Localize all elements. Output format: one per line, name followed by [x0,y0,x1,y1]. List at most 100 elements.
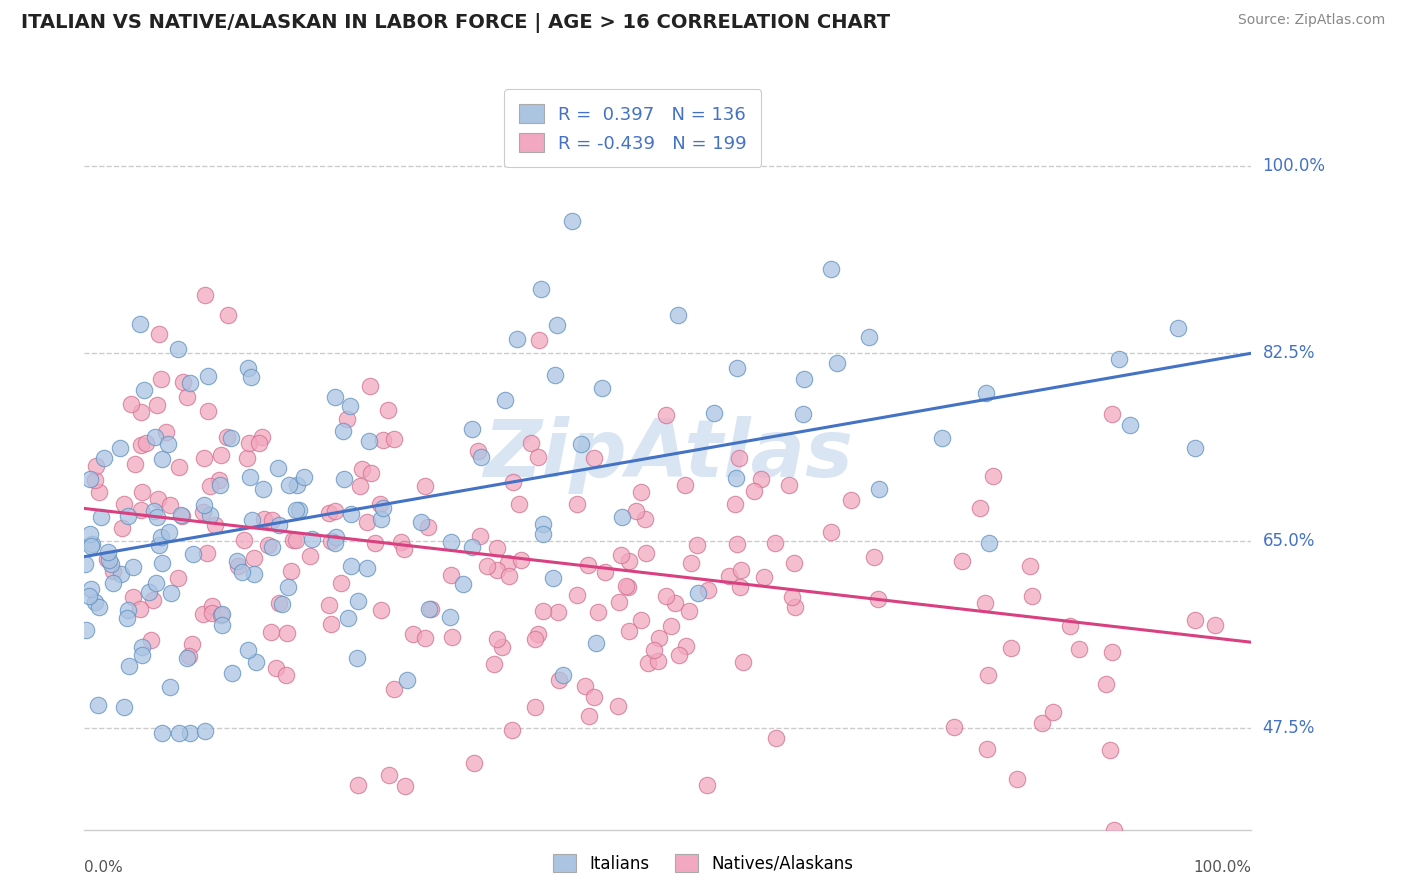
Point [240,513,263,527]
Point [211,618,233,632]
Point [287,503,309,517]
Point [340,507,363,521]
Point [221,431,243,445]
Point [356,515,378,529]
Point [617,554,640,568]
Point [733,655,755,669]
Point [1000,641,1022,656]
Point [209,608,232,623]
Point [382,681,405,696]
Point [191,505,214,519]
Point [569,437,592,451]
Point [582,690,605,705]
Point [159,499,181,513]
Point [131,640,153,655]
Point [333,472,356,486]
Point [225,554,247,568]
Point [820,261,842,276]
Point [148,538,170,552]
Point [217,430,239,444]
Point [839,493,862,508]
Point [176,391,198,405]
Point [728,450,751,465]
Point [617,624,640,638]
Point [86,459,108,474]
Point [501,723,523,737]
Point [502,475,524,490]
Point [686,586,709,600]
Point [531,517,554,532]
Point [236,642,259,657]
Point [80,537,103,551]
Point [1095,677,1118,691]
Point [359,379,381,393]
Point [124,457,146,471]
Point [752,570,775,584]
Point [950,554,973,568]
Point [79,472,101,486]
Point [325,530,347,544]
Point [531,527,554,541]
Point [79,582,101,596]
Point [370,603,392,617]
Point [411,515,433,529]
Point [439,534,461,549]
Point [547,605,569,619]
Point [610,549,633,563]
Point [440,630,463,644]
Point [578,709,600,723]
Point [793,372,815,386]
Point [439,610,461,624]
Point [236,360,259,375]
Point [232,533,254,548]
Point [135,435,157,450]
Point [526,627,548,641]
Point [681,556,703,570]
Point [451,577,474,591]
Point [541,571,564,585]
Point [508,497,530,511]
Point [148,326,170,341]
Point [179,725,201,739]
Point [97,552,120,566]
Point [609,595,631,609]
Point [463,756,485,770]
Point [783,556,806,570]
Point [117,509,139,524]
Point [323,535,346,549]
Point [181,637,204,651]
Point [323,390,346,404]
Point [84,595,107,609]
Point [131,484,153,499]
Point [139,632,162,647]
Point [491,640,513,654]
Point [561,214,583,228]
Point [143,430,166,444]
Point [318,598,340,612]
Point [482,657,505,671]
Point [718,568,741,582]
Point [593,565,616,579]
Point [630,613,652,627]
Point [197,368,219,383]
Point [686,538,709,552]
Point [373,501,395,516]
Point [675,639,697,653]
Point [591,381,613,395]
Point [193,498,215,512]
Point [637,656,659,670]
Point [96,551,118,566]
Point [373,433,395,447]
Point [150,372,173,386]
Point [524,699,547,714]
Point [1042,705,1064,719]
Point [221,666,243,681]
Point [862,550,884,565]
Point [942,720,965,734]
Point [607,699,630,714]
Point [461,422,484,436]
Point [1184,442,1206,456]
Point [157,524,180,539]
Point [858,330,880,344]
Point [129,503,152,517]
